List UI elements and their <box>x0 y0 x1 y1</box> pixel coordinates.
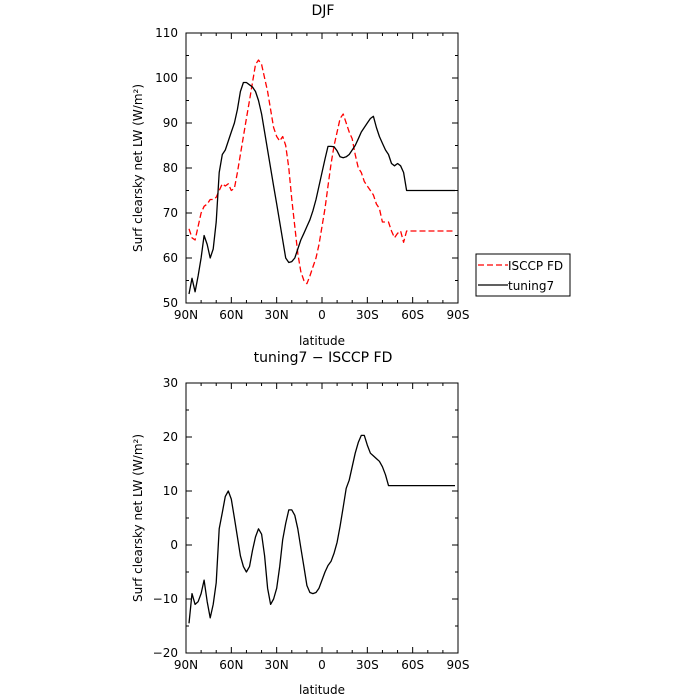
x-tick-label: 90S <box>447 658 470 672</box>
series-line-difference <box>188 434 455 624</box>
y-tick-label: 70 <box>163 206 178 220</box>
legend: ISCCP FD tuning7 <box>475 253 571 297</box>
legend-label-isccp-fd: ISCCP FD <box>508 259 563 273</box>
y-tick-label: 0 <box>170 538 178 552</box>
series-layer <box>188 434 455 624</box>
series-line-tuning7 <box>188 81 455 295</box>
x-tick-label: 0 <box>318 658 326 672</box>
x-axis-title: latitude <box>299 683 345 697</box>
series-line-isccp-fd <box>188 59 455 285</box>
x-tick-labels: 90N 60N 30N 0 30S 60S 90S <box>174 658 470 672</box>
chart-title: DJF <box>312 3 335 19</box>
x-tick-label: 30S <box>356 308 379 322</box>
y-tick-label: −10 <box>153 592 178 606</box>
y-tick-label: 50 <box>163 296 178 310</box>
y-tick-label: 20 <box>163 430 178 444</box>
x-tick-labels: 90N 60N 30N 0 30S 60S 90S <box>174 308 470 322</box>
x-tick-label: 60N <box>219 658 243 672</box>
x-tick-label: 60N <box>219 308 243 322</box>
y-tick-label: 110 <box>155 26 178 40</box>
y-axis-title: Surf clearsky net LW (W/m²) <box>131 84 145 252</box>
x-axis-title: latitude <box>299 334 345 348</box>
legend-box <box>475 253 571 297</box>
y-tick-label: −20 <box>153 646 178 660</box>
plot-frame <box>185 32 459 304</box>
tick-marks <box>185 382 459 654</box>
x-tick-label: 30N <box>265 308 289 322</box>
y-tick-label: 80 <box>163 161 178 175</box>
y-tick-labels: 50 60 70 80 90 100 110 <box>155 26 178 310</box>
series-layer <box>188 59 455 295</box>
x-tick-label: 90N <box>174 308 198 322</box>
tick-marks <box>185 32 459 304</box>
y-tick-label: 10 <box>163 484 178 498</box>
x-tick-label: 90N <box>174 658 198 672</box>
y-axis-title: Surf clearsky net LW (W/m²) <box>131 434 145 602</box>
x-tick-label: 30N <box>265 658 289 672</box>
legend-label-tuning7: tuning7 <box>508 279 554 293</box>
x-tick-label: 30S <box>356 658 379 672</box>
chart-panel-difference: tuning7 − ISCCP FD 90N 60N 30N 0 30S 60S 90S −… <box>131 350 469 697</box>
y-tick-label: 60 <box>163 251 178 265</box>
x-tick-label: 60S <box>401 658 424 672</box>
y-tick-label: 90 <box>163 116 178 130</box>
chart-panel-djf: DJF 90N 60N 30N 0 30S 60S 90S 50 60 70 80 90 100 110… <box>131 3 469 348</box>
y-tick-label: 100 <box>155 71 178 85</box>
x-tick-label: 90S <box>447 308 470 322</box>
plot-frame <box>185 382 459 654</box>
y-tick-label: 30 <box>163 376 178 390</box>
x-tick-label: 60S <box>401 308 424 322</box>
x-tick-label: 0 <box>318 308 326 322</box>
chart-title: tuning7 − ISCCP FD <box>254 350 393 366</box>
y-tick-labels: −20 −10 0 10 20 30 <box>153 376 178 660</box>
